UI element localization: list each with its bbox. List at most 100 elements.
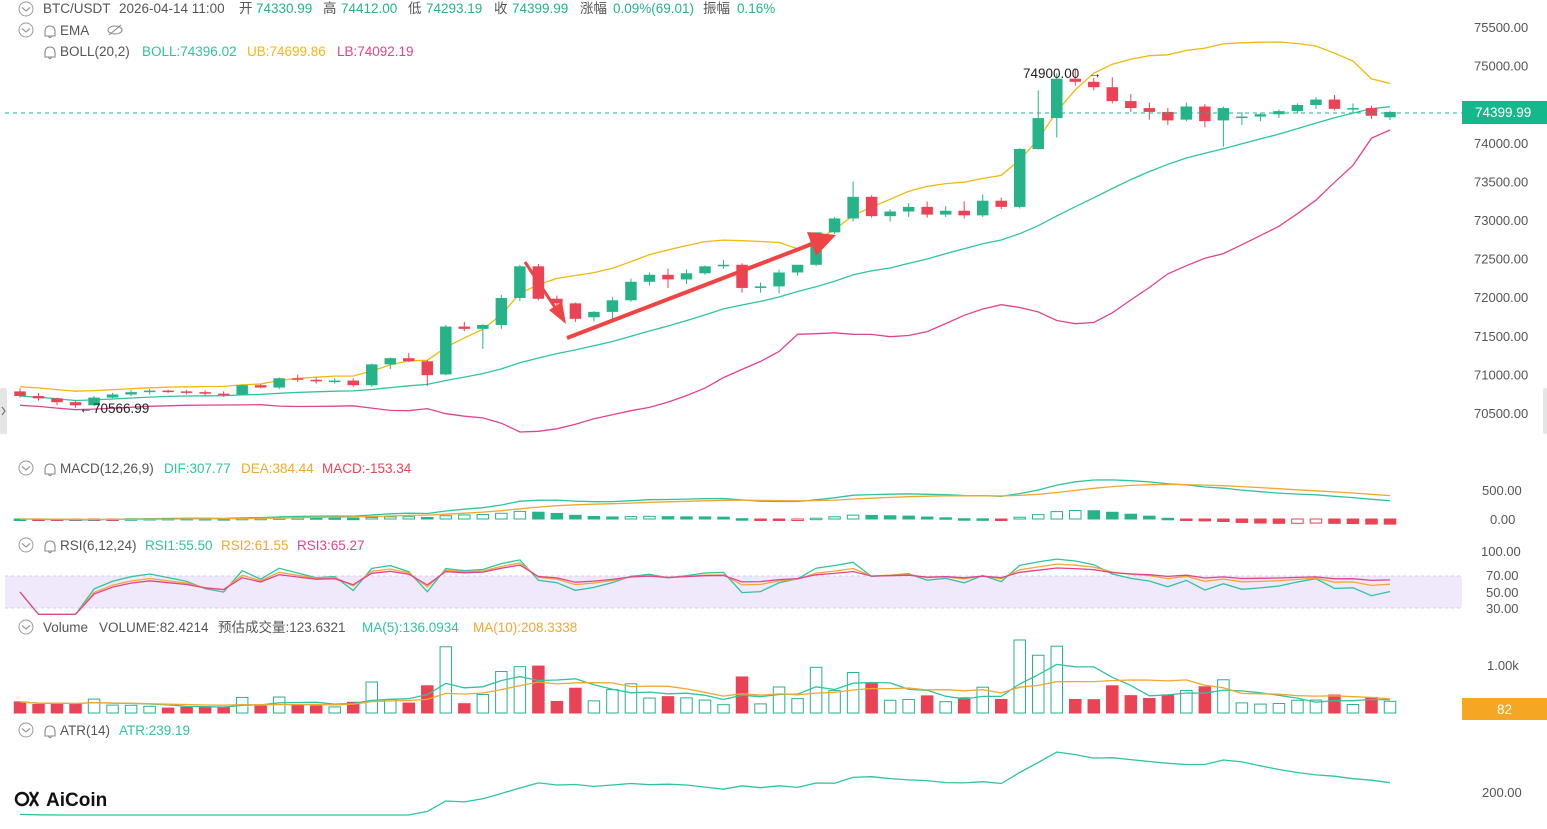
- collapse-icon[interactable]: [18, 537, 34, 553]
- svg-text:1.00k: 1.00k: [1487, 658, 1519, 673]
- macd-bar: [865, 514, 878, 520]
- volume-bar: [1161, 694, 1175, 714]
- candle: [384, 357, 397, 369]
- volume-bar: [198, 706, 212, 714]
- macd-bar: [624, 516, 638, 520]
- candle-body: [514, 266, 526, 298]
- rsi-panel[interactable]: [5, 558, 1462, 616]
- collapse-icon[interactable]: [18, 722, 34, 738]
- collapse-icon[interactable]: [18, 460, 34, 476]
- macd-row: MACD(12,26,9) DIF:307.77 DEA:384.44 MACD…: [18, 460, 412, 477]
- change-value: 0.09%(69.01): [613, 1, 694, 16]
- volume-panel[interactable]: [13, 639, 1397, 714]
- candle-body: [199, 392, 211, 394]
- macd-bar: [1365, 518, 1378, 525]
- macd-bar: [476, 514, 490, 520]
- volume-bar: [1309, 699, 1323, 714]
- macd-bar: [495, 512, 508, 520]
- bell-icon[interactable]: [44, 46, 56, 60]
- collapse-icon[interactable]: [18, 22, 34, 38]
- volume-ma5: MA(5):136.0934: [362, 620, 459, 635]
- ema-row[interactable]: EMA: [18, 22, 123, 39]
- left-scroll-handle[interactable]: [0, 388, 7, 434]
- volume-bar: [217, 706, 230, 714]
- volume-bar: [550, 700, 564, 714]
- open-value: 74330.99: [256, 1, 312, 16]
- volume-bar: [717, 704, 730, 714]
- volume-bar: [680, 697, 693, 714]
- bell-icon[interactable]: [44, 540, 56, 554]
- boll-mid-line: [19, 106, 1391, 402]
- volume-bar: [957, 697, 971, 714]
- candle: [588, 311, 600, 322]
- volume-bar: [143, 705, 156, 714]
- volume-bar: [347, 701, 360, 714]
- candle-body: [143, 390, 156, 393]
- volume-bar: [569, 687, 582, 714]
- volume-bar: [606, 689, 619, 714]
- volume-bar: [902, 698, 915, 714]
- candle-body: [1365, 108, 1378, 116]
- macd-bar: [754, 518, 767, 521]
- volume-bar: [1050, 645, 1063, 714]
- trend-arrows: [523, 232, 836, 340]
- volume-bar: [161, 707, 175, 714]
- macd-bar: [1032, 514, 1045, 520]
- macd-bar: [513, 510, 527, 520]
- macd-bar: [902, 515, 915, 520]
- macd-bar: [1087, 510, 1101, 520]
- macd-bar: [846, 514, 860, 520]
- volume-bar: [1124, 695, 1138, 714]
- atr-row: ATR(14) ATR:239.19: [18, 722, 190, 739]
- candle-body: [14, 391, 26, 397]
- candle-body: [736, 264, 748, 288]
- candle-body: [347, 380, 359, 386]
- collapse-icon[interactable]: [18, 1, 34, 17]
- candle-body: [1310, 99, 1322, 105]
- bell-icon[interactable]: [44, 725, 56, 739]
- price-panel[interactable]: [14, 41, 1396, 433]
- boll-mid: BOLL:74396.02: [142, 44, 237, 59]
- macd-bar: [791, 518, 804, 521]
- candle-body: [1199, 106, 1211, 122]
- volume-bar: [1143, 697, 1156, 714]
- collapse-icon[interactable]: [18, 619, 34, 635]
- volume-bar: [1383, 700, 1397, 714]
- rsi3: RSI3:65.27: [297, 538, 365, 553]
- candle-body: [828, 218, 841, 233]
- bell-icon[interactable]: [44, 25, 56, 39]
- svg-text:Volume VOLUME:82.4214: Volume VOLUME:82.4214 预估成交量:123.6321 MA(…: [43, 619, 577, 635]
- svg-text:MACD(12,26,9) DIF:307.77: MACD(12,26,9) DIF:307.77 DEA:384.44 MACD…: [60, 461, 412, 476]
- volume-bar: [939, 701, 952, 714]
- bell-icon[interactable]: [44, 463, 56, 477]
- candle-body: [958, 210, 970, 216]
- hide-eye-icon[interactable]: [107, 24, 123, 36]
- svg-text:30.00: 30.00: [1486, 601, 1519, 616]
- boll-name: BOLL(20,2): [60, 44, 130, 59]
- volume-bar: [32, 703, 45, 714]
- right-scroll-handle[interactable]: [1543, 388, 1547, 434]
- candle: [1088, 77, 1100, 91]
- candle: [1180, 102, 1193, 122]
- volume-bar: [328, 706, 341, 714]
- candle: [1236, 111, 1248, 126]
- svg-text:82: 82: [1497, 702, 1512, 717]
- candle-body: [458, 326, 471, 329]
- rsi1-line: [19, 558, 1391, 616]
- volume-bar: [106, 704, 119, 714]
- macd-bar: [1346, 518, 1360, 525]
- macd-bar: [1235, 518, 1249, 523]
- candle-body: [310, 379, 322, 382]
- volume-bar: [291, 704, 304, 714]
- atr-panel[interactable]: [19, 751, 1391, 816]
- candle-body: [884, 211, 896, 217]
- macd-panel[interactable]: [13, 479, 1397, 525]
- macd-bar: [1106, 511, 1119, 520]
- candle-body: [1384, 111, 1396, 118]
- volume-bar: [495, 671, 508, 714]
- macd-bar: [1161, 517, 1175, 521]
- rsi1: RSI1:55.50: [145, 538, 213, 553]
- atr-value: ATR:239.19: [119, 723, 190, 738]
- macd-bar: [421, 516, 434, 520]
